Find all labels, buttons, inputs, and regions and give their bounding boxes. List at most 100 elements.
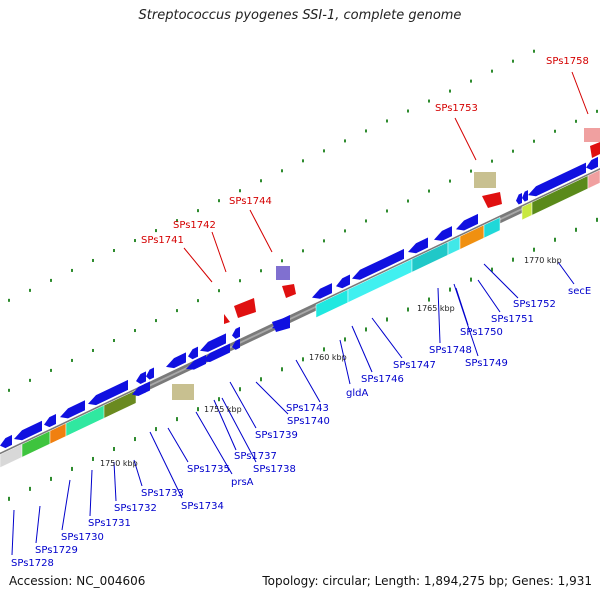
tick-dot [449, 179, 451, 183]
tick-dot [71, 358, 73, 362]
leader-line [371, 317, 403, 359]
tick-dot [386, 209, 388, 213]
tick-dot [50, 278, 52, 282]
tick-dot [29, 288, 31, 292]
gene-label: SPs1731 [88, 518, 131, 529]
gene-label: secE [568, 286, 591, 297]
tick-dot [554, 129, 556, 133]
gene-label: SPs1753 [435, 103, 478, 114]
tick-dot [92, 348, 94, 352]
tick-dot [281, 367, 283, 372]
gene-label: SPs1744 [229, 196, 272, 207]
gene-label: prsA [231, 477, 254, 488]
tick-dot [197, 299, 199, 303]
gene-label: SPs1751 [491, 314, 534, 325]
gene-arrow-forward [282, 284, 296, 298]
gene-label: SPs1730 [61, 532, 104, 543]
gene-arrow-reverse [0, 434, 12, 449]
topology-text: Topology: circular; Length: 1,894,275 bp… [262, 574, 592, 588]
tick-dot [281, 169, 283, 173]
label-leaders [11, 71, 589, 556]
tick-dot [8, 388, 10, 392]
tick-dot [29, 378, 31, 382]
gene-arrow-reverse [146, 367, 154, 380]
gene-block-tan [474, 172, 496, 188]
tick-dot [365, 129, 367, 133]
tick-dot [302, 249, 304, 253]
leader-line [149, 431, 183, 499]
tick-dot [8, 496, 10, 501]
gene-label: SPs1748 [429, 345, 472, 356]
gene-arrow-reverse [202, 343, 230, 362]
gene-arrow-reverse [434, 226, 452, 241]
tick-dot [533, 247, 535, 252]
tick-dot [428, 189, 430, 193]
leader-line [11, 509, 15, 556]
scale-labels: 1750 kbp 1755 kbp 1760 kbp 1765 kbp 1770… [100, 256, 562, 468]
gene-arrow-reverse [336, 274, 350, 289]
gene-label: SPs1746 [361, 374, 404, 385]
leader-line [437, 287, 441, 344]
scale-label-1760: 1760 kbp [309, 353, 347, 362]
tick-dot [491, 159, 493, 163]
gene-arrow-forward [590, 142, 600, 158]
gene-label: SPs1740 [287, 416, 330, 427]
tick-dot [512, 257, 514, 262]
gene-labels-forward: SPs1741 SPs1742 SPs1744 SPs1753 SPs1758 [141, 56, 589, 246]
tick-dot [71, 466, 73, 471]
tick-dot [218, 397, 220, 402]
tick-dot [386, 119, 388, 123]
tick-dot [281, 259, 283, 263]
gene-label: SPs1729 [35, 545, 78, 556]
gene-block [103, 389, 137, 419]
gene-arrow-reverse [586, 156, 598, 171]
tick-dot [323, 239, 325, 243]
gene-block [587, 169, 600, 190]
tick-dot [218, 199, 220, 203]
leader-line [89, 469, 93, 517]
gene-arrow-reverse [136, 371, 146, 384]
gene-block [447, 235, 461, 256]
tick-dot [575, 119, 577, 123]
gene-label: SPs1738 [253, 464, 296, 475]
tick-dot [365, 327, 367, 332]
tick-dot [386, 317, 388, 322]
gene-arrow-reverse [528, 162, 586, 197]
gene-arrow-reverse [232, 326, 240, 339]
map-title: Streptococcus pyogenes SSI-1, complete g… [138, 8, 462, 23]
gene-label: SPs1743 [286, 403, 329, 414]
gene-arrow-reverse [88, 379, 128, 406]
gene-arrow-reverse [408, 237, 428, 254]
leader-line [167, 427, 189, 463]
gene-label: SPs1737 [234, 451, 277, 462]
leader-line [195, 411, 233, 475]
leader-line [255, 381, 289, 415]
scale-label-1755: 1755 kbp [204, 405, 242, 414]
tick-dot [218, 289, 220, 293]
gene-arrow-reverse [44, 414, 56, 428]
gene-label: SPs1741 [141, 235, 184, 246]
gene-arrow-reverse [132, 383, 146, 397]
leader-line [229, 381, 257, 429]
leader-line [571, 71, 589, 115]
gene-label: SPs1739 [255, 430, 298, 441]
tick-dot [71, 268, 73, 272]
leader-line [249, 209, 273, 253]
gene-arrow-forward [224, 314, 230, 324]
gene-label: SPs1758 [546, 56, 589, 67]
tick-dot [407, 307, 409, 312]
gene-label: SPs1728 [11, 558, 54, 569]
tick-dot [344, 139, 346, 143]
gene-arrow-reverse [188, 346, 198, 360]
gene-arrow-forward [234, 298, 256, 318]
gene-label: SPs1749 [465, 358, 508, 369]
tick-dot [302, 357, 304, 362]
tick-dot [449, 89, 451, 93]
tick-dot [134, 329, 136, 333]
leader-line [477, 279, 501, 313]
tick-dot [491, 267, 493, 272]
tick-dot [239, 387, 241, 392]
tick-dot [197, 209, 199, 213]
gene-label: SPs1734 [181, 501, 224, 512]
